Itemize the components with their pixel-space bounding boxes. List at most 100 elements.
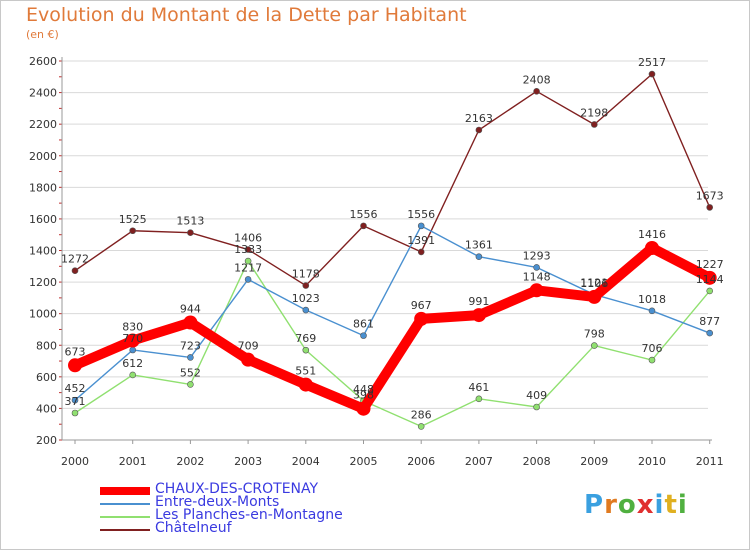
x-tick-label: 2009	[580, 455, 608, 468]
data-point	[706, 329, 714, 337]
data-label: 1333	[234, 243, 262, 256]
y-tick-label: 1800	[29, 181, 57, 194]
data-label: 1556	[350, 208, 378, 221]
data-point	[71, 267, 79, 275]
data-label: 2198	[580, 106, 608, 119]
x-tick-label: 2001	[119, 455, 147, 468]
series-line-1	[74, 225, 711, 401]
data-label: 461	[468, 381, 489, 394]
data-label: 877	[699, 315, 720, 328]
data-point	[706, 204, 714, 211]
logo-letter: i	[677, 490, 688, 520]
data-label: 551	[295, 365, 316, 378]
series-line-2	[74, 260, 711, 428]
data-label: 2517	[638, 56, 666, 69]
chart-title: Evolution du Montant de la Dette par Hab…	[26, 4, 467, 26]
data-point	[129, 371, 136, 379]
legend-swatch	[100, 486, 150, 495]
series-line-3	[74, 73, 711, 287]
y-tick-label: 600	[36, 371, 57, 384]
data-point	[417, 423, 425, 430]
data-label: 398	[353, 389, 374, 402]
legend-swatch	[100, 528, 150, 531]
data-point	[187, 354, 194, 361]
data-point	[360, 222, 367, 230]
data-point	[244, 246, 252, 253]
data-point	[706, 287, 714, 295]
chart-unit: (en €)	[26, 28, 59, 41]
data-point	[129, 346, 136, 354]
data-label: 286	[411, 408, 432, 421]
data-label: 1272	[61, 253, 89, 266]
axes: 200 400 600 800 1000 1200 1400 1600 1800 2000 2200…	[29, 55, 724, 468]
data-label: 769	[295, 332, 316, 345]
y-tick-label: 1400	[29, 245, 57, 258]
data-label: 1556	[407, 208, 435, 221]
legend-label: Entre-deux-Monts	[155, 494, 280, 510]
data-point	[587, 289, 602, 304]
data-label: 1406	[234, 232, 262, 245]
data-label: 1416	[638, 228, 666, 241]
data-label: 1148	[523, 270, 551, 283]
data-point	[183, 315, 198, 330]
data-point	[244, 276, 252, 283]
data-label: 552	[180, 366, 201, 379]
data-point	[298, 377, 313, 392]
data-point	[241, 352, 256, 367]
y-tick-label: 1200	[29, 276, 57, 289]
x-tick-label: 2003	[234, 455, 262, 468]
x-tick-label: 2010	[638, 455, 666, 468]
data-label: 1217	[234, 261, 262, 274]
y-tick-label: 2400	[29, 87, 57, 100]
data-label: 371	[65, 395, 86, 408]
data-point	[360, 332, 367, 339]
data-label: 1525	[119, 213, 147, 226]
data-label: 1018	[638, 293, 666, 306]
y-tick-label: 400	[36, 402, 57, 415]
data-label: 798	[584, 328, 605, 341]
data-point	[702, 270, 717, 285]
data-point	[533, 264, 540, 271]
y-tick-label: 2200	[29, 118, 57, 131]
y-tick-label: 200	[36, 434, 57, 447]
legend-swatch	[100, 502, 150, 505]
data-label: 2163	[465, 112, 493, 125]
data-label: 709	[238, 340, 259, 353]
x-tick-label: 2006	[407, 455, 435, 468]
data-label: 991	[468, 295, 489, 308]
data-label: 770	[122, 332, 143, 345]
logo-letter: r	[604, 490, 618, 520]
y-tick-label: 800	[36, 339, 57, 352]
data-label: 1361	[465, 239, 493, 252]
data-label: 1293	[523, 249, 551, 262]
logo-letter: o	[617, 490, 637, 520]
y-tick-label: 2000	[29, 150, 57, 163]
x-tick-label: 2000	[61, 455, 89, 468]
data-label: 861	[353, 318, 374, 331]
legend-swatch	[100, 515, 150, 518]
x-tick-label: 2002	[176, 455, 204, 468]
data-point	[187, 229, 194, 236]
data-point	[187, 381, 194, 388]
data-point	[129, 227, 136, 235]
data-label: 1178	[292, 268, 320, 281]
data-point	[302, 306, 310, 314]
data-point	[590, 121, 598, 128]
data-label: 2408	[523, 73, 551, 86]
legend-label: Les Planches-en-Montagne	[155, 507, 343, 523]
data-point	[529, 283, 544, 298]
data-point	[125, 333, 140, 348]
data-label: 1144	[696, 273, 724, 286]
data-label: 448	[353, 383, 374, 396]
data-label: 830	[122, 321, 143, 334]
logo-letter: t	[664, 490, 678, 520]
logo-letter: x	[636, 490, 655, 520]
data-point	[302, 346, 310, 354]
data-label: 1227	[696, 258, 724, 271]
data-point	[475, 126, 483, 134]
data-label: 1106	[580, 277, 608, 290]
series-lines	[68, 70, 717, 430]
data-label: 723	[180, 339, 201, 352]
data-label: 409	[526, 389, 547, 402]
